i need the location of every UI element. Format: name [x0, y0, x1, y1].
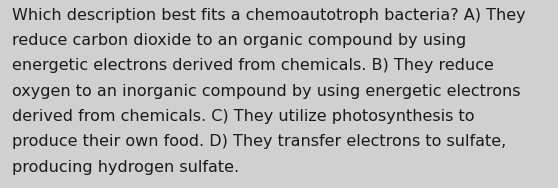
- Text: produce their own food. D) They transfer electrons to sulfate,: produce their own food. D) They transfer…: [12, 134, 507, 149]
- Text: oxygen to an inorganic compound by using energetic electrons: oxygen to an inorganic compound by using…: [12, 84, 521, 99]
- Text: energetic electrons derived from chemicals. B) They reduce: energetic electrons derived from chemica…: [12, 58, 494, 73]
- Text: producing hydrogen sulfate.: producing hydrogen sulfate.: [12, 160, 239, 175]
- Text: derived from chemicals. C) They utilize photosynthesis to: derived from chemicals. C) They utilize …: [12, 109, 475, 124]
- Text: reduce carbon dioxide to an organic compound by using: reduce carbon dioxide to an organic comp…: [12, 33, 466, 48]
- Text: Which description best fits a chemoautotroph bacteria? A) They: Which description best fits a chemoautot…: [12, 8, 526, 23]
